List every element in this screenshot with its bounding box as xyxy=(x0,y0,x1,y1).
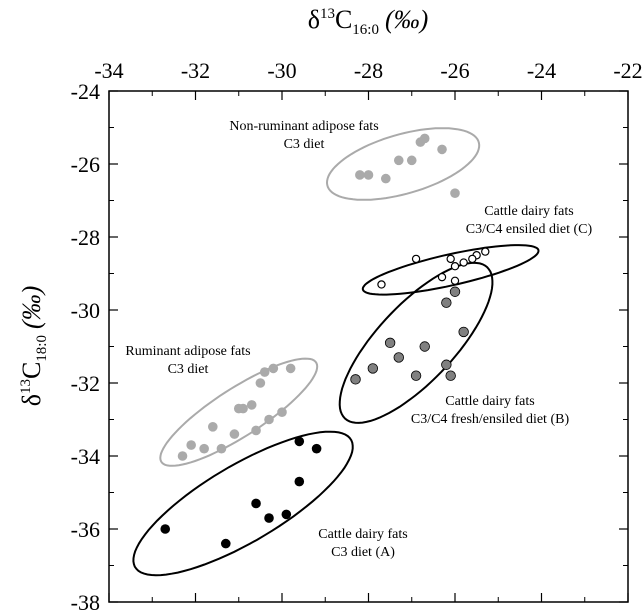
x-axis-title-main: C xyxy=(335,5,352,34)
data-point xyxy=(220,538,231,549)
data-point xyxy=(459,258,468,267)
data-point xyxy=(311,443,322,454)
axis-ticks xyxy=(108,90,629,603)
x-tick-label: -28 xyxy=(354,58,383,83)
annotation-dairy-a-line2: C3 diet (A) xyxy=(331,545,395,560)
x-axis-title-unit: (‰) xyxy=(385,5,428,34)
y-tick-label: -30 xyxy=(71,298,100,323)
x-tick-label: -34 xyxy=(94,58,123,83)
data-point xyxy=(281,509,292,520)
data-point xyxy=(393,155,404,166)
x-tick-labels: -34 -32 -30 -28 -26 -24 -22 xyxy=(94,58,642,83)
data-point xyxy=(381,173,391,184)
data-point xyxy=(160,524,171,534)
data-point xyxy=(259,367,270,377)
x-tick-label: -26 xyxy=(440,58,469,83)
data-point xyxy=(406,155,417,166)
annotation-dairy-a-line1: Cattle dairy fats xyxy=(318,527,407,542)
group-ellipse xyxy=(325,127,481,201)
data-point xyxy=(468,254,477,264)
annotation-dairy-c-line2: C3/C4 ensiled diet (C) xyxy=(466,222,593,237)
data-point xyxy=(377,280,386,289)
data-points xyxy=(160,133,490,549)
x-tick-label: -22 xyxy=(613,58,642,83)
x-axis-title-base: δ xyxy=(308,5,320,34)
data-point xyxy=(437,272,447,282)
data-point xyxy=(355,170,365,180)
data-point xyxy=(216,443,227,454)
annotations: Non-ruminant adipose fats C3 diet Cattle… xyxy=(125,119,592,560)
y-axis-title-sup: 13 xyxy=(18,379,34,394)
x-tick-label: -32 xyxy=(181,58,210,83)
annotation-ruminant-line1: Ruminant adipose fats xyxy=(125,344,250,359)
annotation-ruminant-line2: C3 diet xyxy=(168,362,209,377)
data-point xyxy=(251,498,261,509)
data-point xyxy=(384,337,396,349)
group-ellipse xyxy=(338,261,494,424)
data-point xyxy=(186,440,196,450)
data-point xyxy=(208,422,218,432)
y-tick-label: -36 xyxy=(71,517,100,542)
data-point xyxy=(238,403,248,414)
data-point xyxy=(419,133,430,144)
annotation-dairy-b-line2: C3/C4 fresh/ensiled diet (B) xyxy=(411,412,570,427)
group-ellipse xyxy=(361,244,540,296)
data-point xyxy=(199,443,209,454)
data-point xyxy=(458,326,469,338)
data-point xyxy=(446,254,455,264)
data-point xyxy=(255,378,266,388)
annotation-dairy-c-line1: Cattle dairy fats xyxy=(484,204,573,219)
y-tick-labels: -24 -26 -28 -30 -32 -34 -36 -38 xyxy=(71,79,100,611)
y-tick-label: -24 xyxy=(71,79,100,104)
data-point xyxy=(450,188,460,198)
group-ellipse xyxy=(132,430,354,577)
x-axis-title: δ13C16:0 (‰) xyxy=(308,5,429,38)
y-axis-title-sub: 18:0 xyxy=(34,335,50,362)
data-point xyxy=(481,247,490,256)
y-axis-title-unit: (‰) xyxy=(17,286,46,329)
data-point xyxy=(450,276,460,285)
annotation-dairy-b-line1: Cattle dairy fats xyxy=(445,394,534,409)
annotation-nonruminant-line1: Non-ruminant adipose fats xyxy=(229,119,378,134)
y-tick-label: -28 xyxy=(71,225,100,250)
data-point xyxy=(410,370,422,381)
data-point xyxy=(277,407,287,418)
y-tick-label: -38 xyxy=(71,590,100,611)
data-point xyxy=(264,513,274,523)
data-point xyxy=(177,451,188,461)
data-point xyxy=(264,414,274,425)
y-tick-label: -32 xyxy=(71,371,100,396)
data-point xyxy=(363,170,374,180)
data-point xyxy=(350,374,361,385)
y-tick-label: -26 xyxy=(71,152,100,177)
data-point xyxy=(419,341,430,352)
data-point xyxy=(450,262,460,271)
data-point xyxy=(285,363,296,374)
x-axis-title-sub: 16:0 xyxy=(352,22,379,38)
data-point xyxy=(441,359,452,370)
data-point xyxy=(367,363,379,374)
data-point xyxy=(294,476,305,487)
data-point xyxy=(251,425,261,436)
group-ellipses xyxy=(132,127,540,577)
data-point xyxy=(449,286,461,297)
y-axis-title-base: δ xyxy=(17,394,46,406)
y-axis-title-main: C xyxy=(17,362,46,379)
data-point xyxy=(229,429,240,439)
data-point xyxy=(246,400,257,410)
y-tick-label: -34 xyxy=(71,444,100,469)
x-tick-label: -24 xyxy=(527,58,556,83)
data-point xyxy=(411,254,421,264)
data-point xyxy=(441,297,452,308)
x-tick-label: -30 xyxy=(267,58,296,83)
data-point xyxy=(268,363,279,374)
data-point xyxy=(445,370,456,381)
data-point xyxy=(437,144,447,155)
x-axis-title-sup: 13 xyxy=(320,6,335,22)
data-point xyxy=(294,436,305,447)
y-axis-title: δ13C18:0 (‰) xyxy=(17,286,50,407)
data-point xyxy=(393,352,404,363)
annotation-nonruminant-line2: C3 diet xyxy=(284,137,325,152)
